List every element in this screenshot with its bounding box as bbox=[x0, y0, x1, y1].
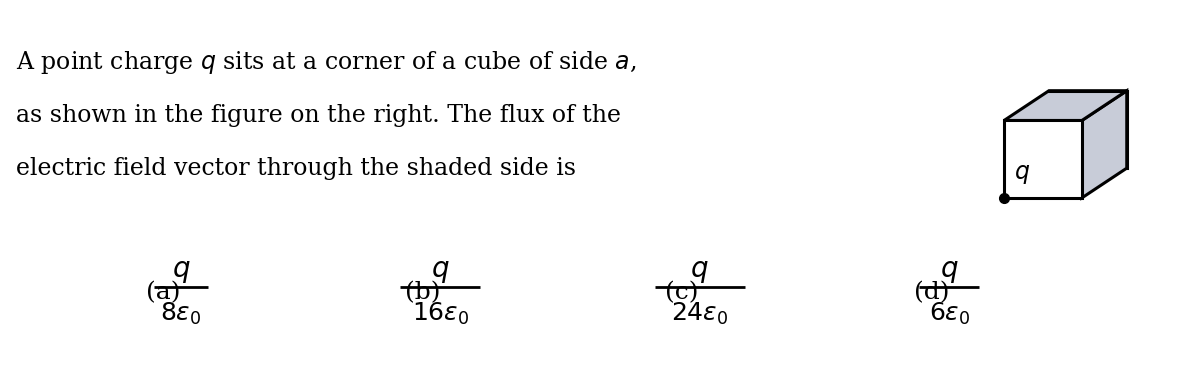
Text: as shown in the figure on the right. The flux of the: as shown in the figure on the right. The… bbox=[17, 104, 622, 127]
Text: $q$: $q$ bbox=[1014, 163, 1030, 186]
Text: A point charge $q$ sits at a corner of a cube of side $a$,: A point charge $q$ sits at a corner of a… bbox=[17, 50, 637, 77]
Text: (b): (b) bbox=[406, 282, 440, 305]
Text: $6\varepsilon_0$: $6\varepsilon_0$ bbox=[929, 301, 970, 327]
Polygon shape bbox=[1004, 121, 1082, 198]
Text: electric field vector through the shaded side is: electric field vector through the shaded… bbox=[17, 157, 576, 179]
Text: $q$: $q$ bbox=[940, 258, 959, 285]
Text: $8\varepsilon_0$: $8\varepsilon_0$ bbox=[161, 301, 202, 327]
Text: $q$: $q$ bbox=[690, 258, 709, 285]
Text: $16\varepsilon_0$: $16\varepsilon_0$ bbox=[412, 301, 469, 327]
Polygon shape bbox=[1082, 91, 1127, 198]
Text: (d): (d) bbox=[914, 282, 949, 305]
Text: $q$: $q$ bbox=[431, 258, 450, 285]
Text: $24\varepsilon_0$: $24\varepsilon_0$ bbox=[671, 301, 728, 327]
Text: (a): (a) bbox=[146, 282, 180, 305]
Polygon shape bbox=[1004, 91, 1127, 121]
Text: (c): (c) bbox=[665, 282, 698, 305]
Text: $q$: $q$ bbox=[172, 258, 191, 285]
